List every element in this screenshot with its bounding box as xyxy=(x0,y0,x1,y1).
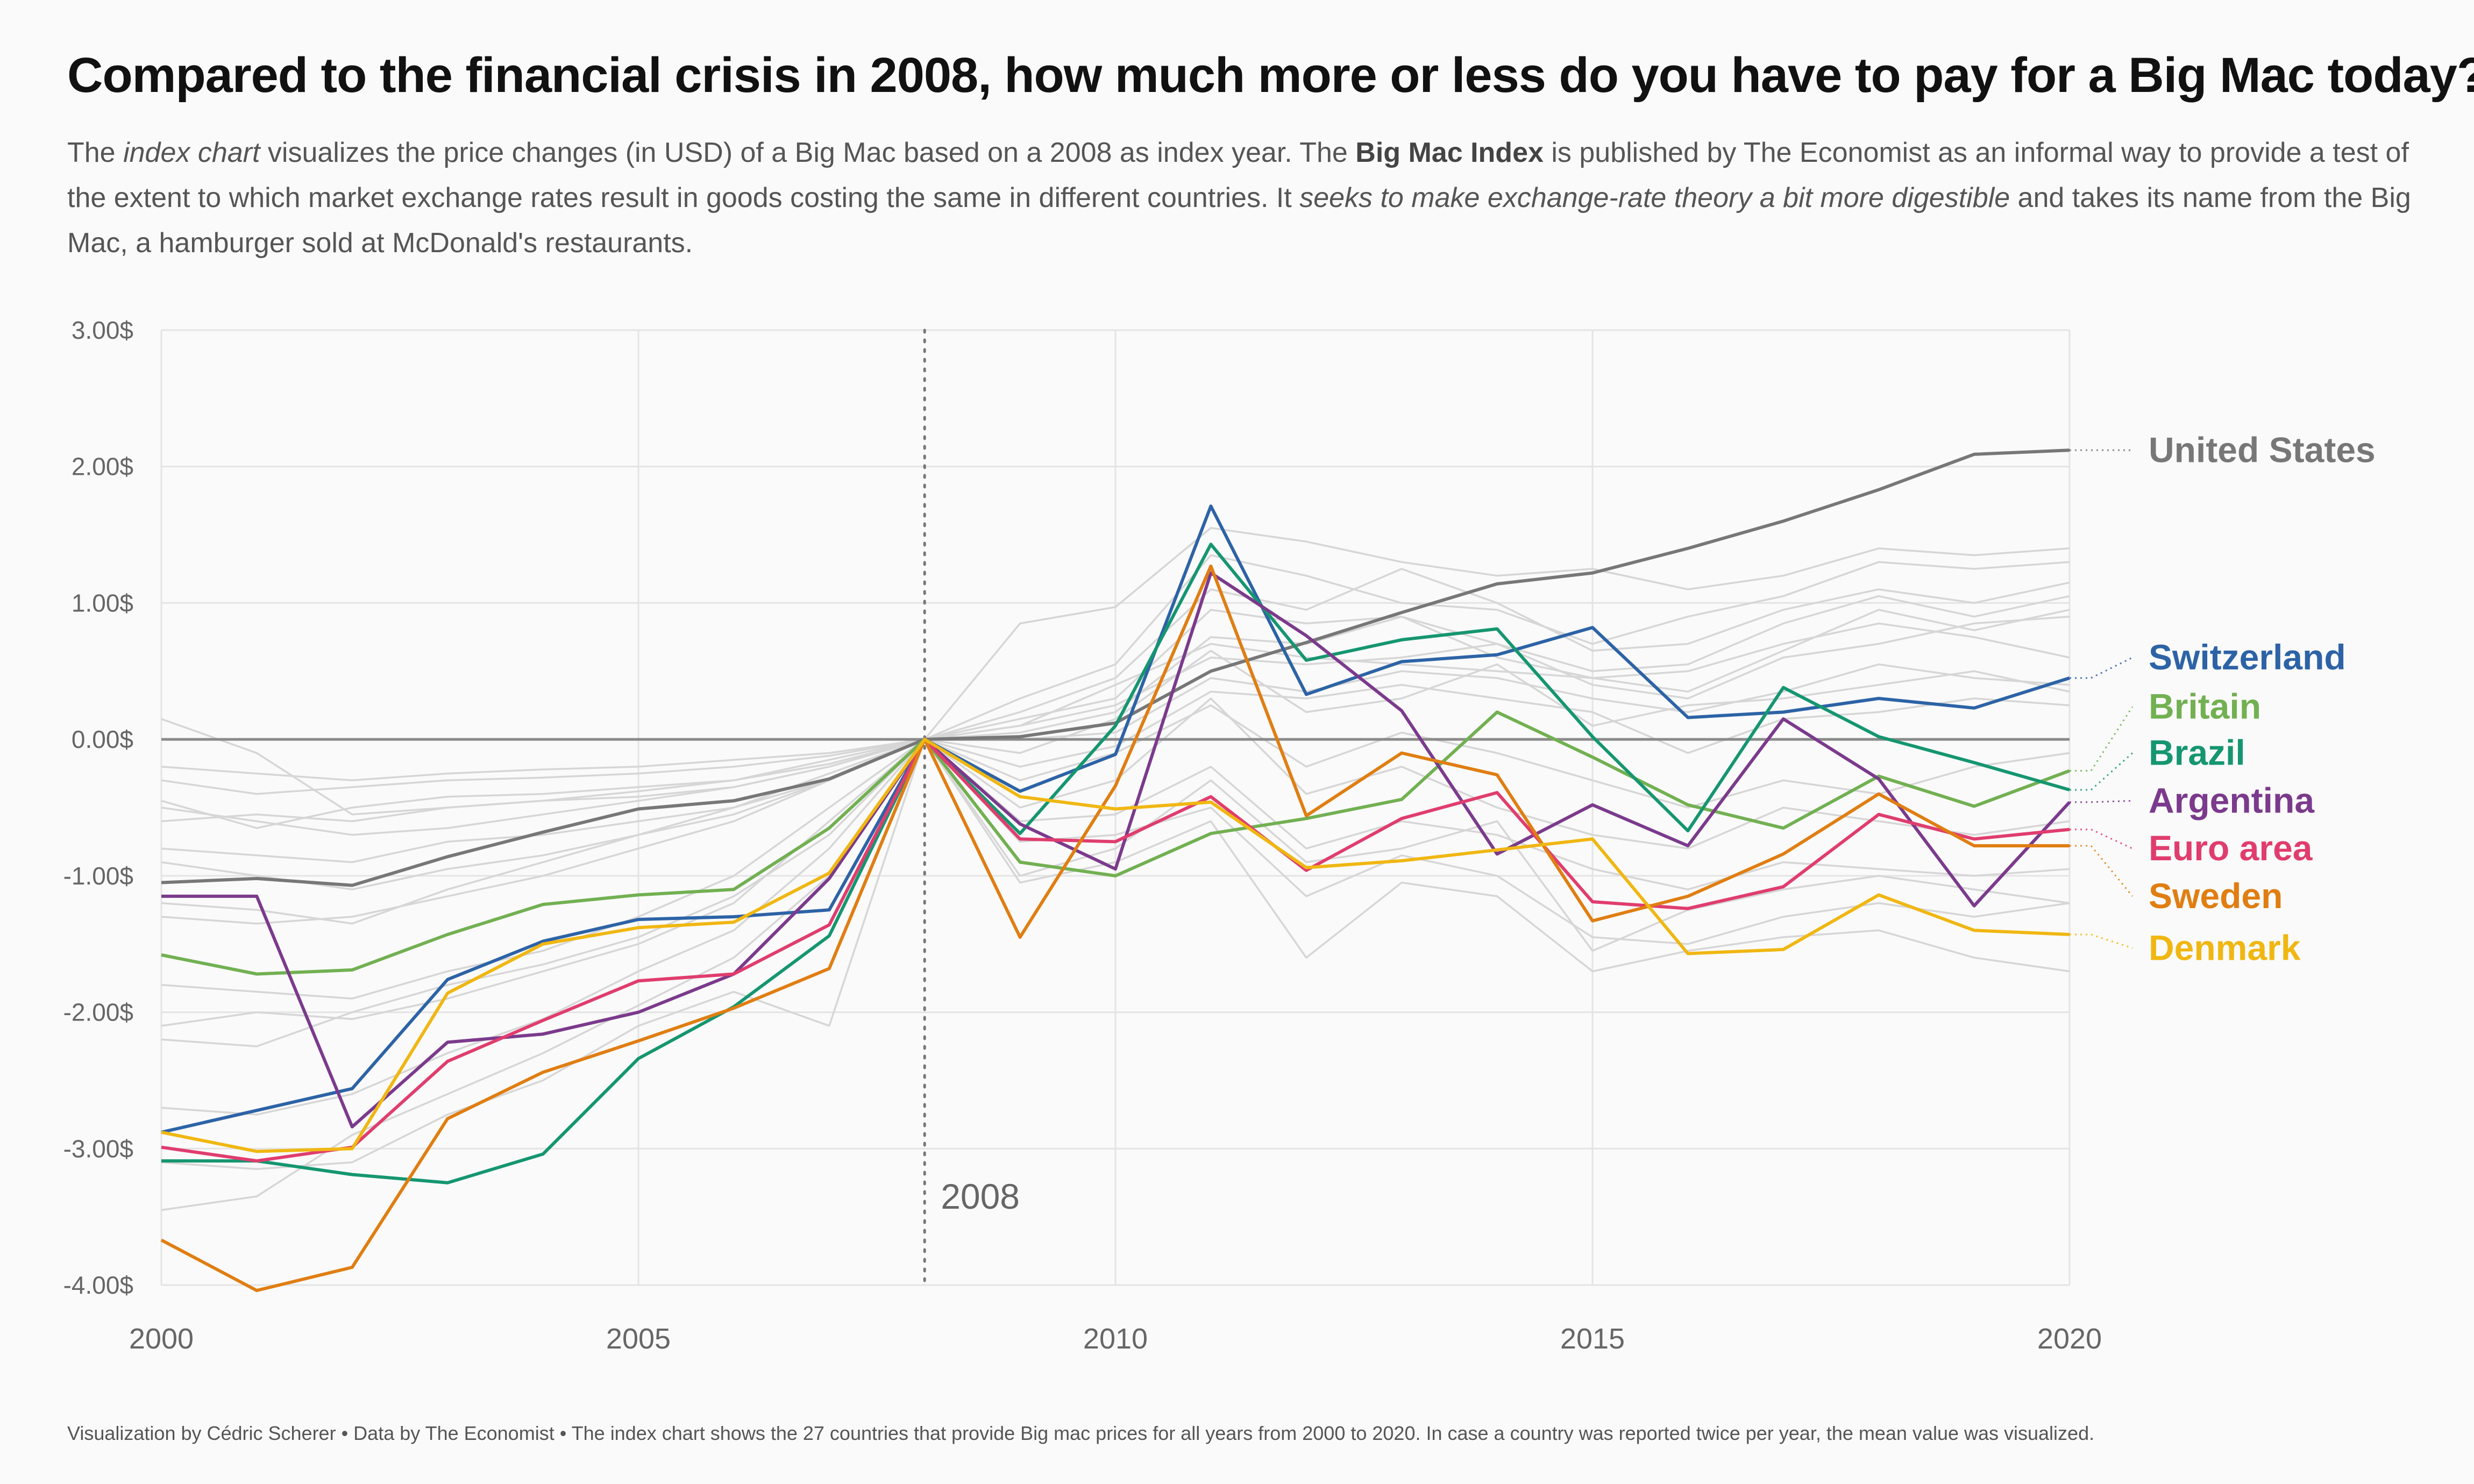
background-series xyxy=(161,527,2070,1211)
series-line xyxy=(161,543,2070,1185)
x-tick-label: 2010 xyxy=(1083,1323,1148,1355)
series-line xyxy=(161,738,2070,1163)
series-label: United States xyxy=(2149,430,2376,469)
x-tick-label: 2020 xyxy=(2037,1323,2102,1355)
x-axis: 2000 2005 2010 2015 2020 xyxy=(129,1323,2102,1355)
background-series-line xyxy=(161,595,2070,795)
y-tick-label: 0.00$ xyxy=(72,725,133,753)
x-tick-label: 2015 xyxy=(1560,1323,1625,1355)
subtitle-bold: Big Mac Index xyxy=(1355,137,1544,168)
series-label-connector xyxy=(2070,845,2134,897)
series-label-connector xyxy=(2070,933,2133,949)
series-line xyxy=(161,504,2070,1134)
background-series-line xyxy=(161,650,2070,925)
series-label-connector xyxy=(2070,706,2134,772)
y-tick-label: -2.00$ xyxy=(63,998,133,1026)
chart-caption: Visualization by Cédric Scherer • Data b… xyxy=(67,1422,2095,1444)
y-tick-label: 1.00$ xyxy=(72,589,133,617)
x-tick-label: 2000 xyxy=(129,1323,194,1355)
subtitle-text: and takes its name from the Big Mac, a h… xyxy=(67,182,2411,259)
series-label: Britain xyxy=(2149,686,2261,726)
series-label: Euro area xyxy=(2149,828,2313,868)
y-tick-label: 2.00$ xyxy=(72,453,133,481)
background-series-line xyxy=(161,616,2070,864)
subtitle-text: The xyxy=(67,137,124,168)
background-series-line xyxy=(161,609,2070,782)
series-line xyxy=(160,564,2070,1293)
series-label: Argentina xyxy=(2149,780,2315,820)
series-label-connector xyxy=(2070,752,2133,791)
chart-subtitle: The index chart visualizes the price cha… xyxy=(67,130,2412,266)
series-label-connector xyxy=(2070,829,2133,850)
highlighted-series xyxy=(160,448,2071,1293)
background-series-line xyxy=(161,568,2070,823)
series-label-connector xyxy=(2070,657,2133,679)
background-series-line xyxy=(161,738,2070,1116)
subtitle-italic: seeks to make exchange-rate theory a bit… xyxy=(1299,182,2010,213)
series-label-connector xyxy=(2070,800,2133,803)
y-tick-label: -4.00$ xyxy=(63,1271,133,1299)
background-series-line xyxy=(161,554,2070,829)
chart-title: Compared to the financial crisis in 2008… xyxy=(67,48,2474,103)
series-label: Brazil xyxy=(2149,733,2245,773)
series-line xyxy=(161,571,2071,1129)
y-tick-label: -1.00$ xyxy=(63,862,133,890)
series-labels: United States Switzerland Britain Brazil Arg… xyxy=(2070,430,2376,967)
subtitle-italic: index chart xyxy=(123,137,260,168)
background-series-line xyxy=(161,738,2070,1211)
y-tick-label: -3.00$ xyxy=(63,1135,133,1162)
series-label: Switzerland xyxy=(2149,637,2346,677)
y-axis: 3.00$ 2.00$ 1.00$ 0.00$ -1.00$ -2.00$ -3.00$ -4… xyxy=(63,316,133,1299)
x-tick-label: 2005 xyxy=(606,1323,671,1355)
y-tick-label: 3.00$ xyxy=(72,316,133,344)
reference-label: 2008 xyxy=(941,1176,1020,1216)
subtitle-text: is published by The Economist as an info… xyxy=(67,137,2409,213)
background-series-line xyxy=(161,683,2070,890)
series-line xyxy=(161,738,2070,1153)
series-label: Sweden xyxy=(2149,876,2283,916)
subtitle-text: visualizes the price changes (in USD) of… xyxy=(260,137,1356,168)
background-series-line xyxy=(161,663,2070,925)
series-label: Denmark xyxy=(2149,928,2301,967)
reference-year-group: 2008 xyxy=(923,329,1020,1287)
series-line xyxy=(161,710,2071,976)
background-series-line xyxy=(161,616,2070,836)
